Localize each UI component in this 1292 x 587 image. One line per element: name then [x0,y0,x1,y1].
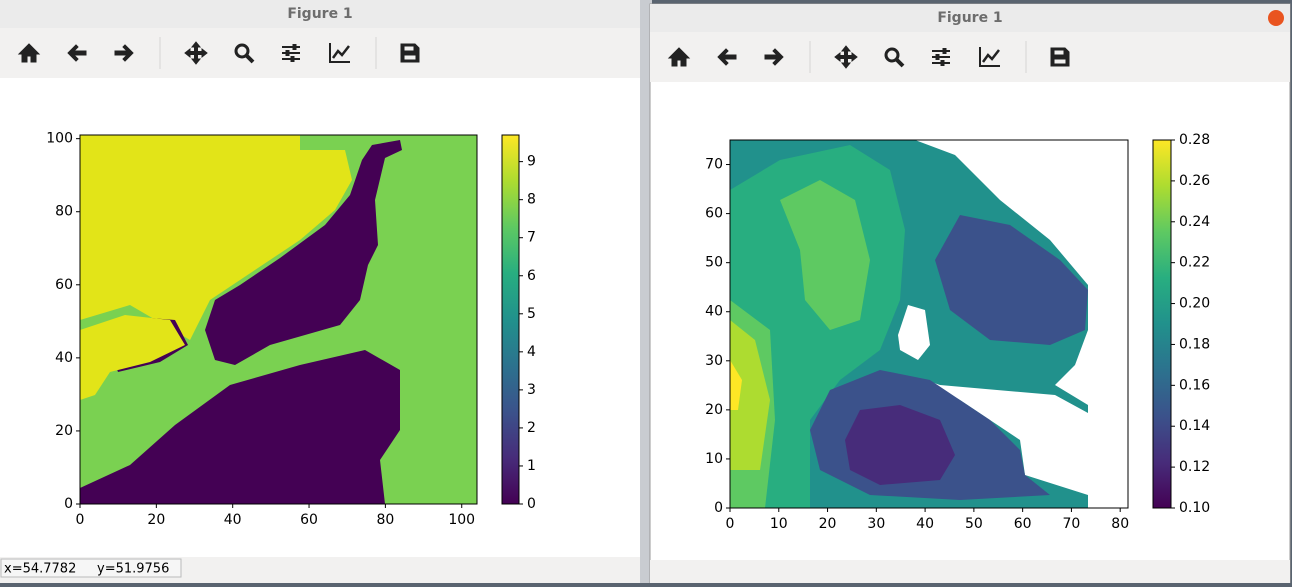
x-tick-label: 80 [376,512,394,528]
figure-window: Figure 1 0 10 20 30 40 50 60 70 80 0 10 20 30 40 50 60 7… [649,3,1291,584]
x-tick-label: 60 [300,512,318,528]
x-tick-label: 40 [916,516,934,532]
y-tick-label: 60 [55,277,73,293]
desktop-background [640,0,652,583]
colorbar-tick-label: 0.14 [1179,418,1210,434]
x-tick-label: 100 [448,512,475,528]
colorbar-tick-label: 0 [527,496,536,512]
y-tick-label: 30 [705,353,723,369]
x-tick-label: 20 [147,512,165,528]
colorbar-tick-label: 5 [527,306,536,322]
colorbar [501,134,520,505]
x-tick-label: 50 [965,516,983,532]
figure-window: Figure 1 x=54.7782 y=51.9756 0 20 40 60 80 10… [0,0,640,583]
y-tick-label: 40 [55,350,73,366]
x-tick-label: 80 [1111,516,1129,532]
colorbar-tick-label: 6 [527,268,536,284]
toolbar-button[interactable] [931,47,951,67]
window-title: Figure 1 [937,10,1002,26]
title-bar [650,4,1290,32]
colorbar-tick-label: 0.24 [1179,214,1210,230]
colorbar-tick-label: 1 [527,458,536,474]
status-bar [650,560,1290,583]
x-tick-label: 0 [76,512,85,528]
y-tick-label: 70 [705,157,723,173]
y-tick-label: 20 [705,402,723,418]
colorbar-tick-label: 0.22 [1179,255,1210,271]
colorbar-tick-label: 9 [527,154,536,170]
y-tick-label: 50 [705,255,723,271]
colorbar-tick-label: 2 [527,420,536,436]
colorbar-tick-label: 4 [527,344,536,360]
status-text: x=54.7782 y=51.9756 [4,562,169,577]
title-bar [0,0,640,28]
axes-frame [729,139,1129,509]
y-tick-label: 80 [55,204,73,220]
y-tick-label: 60 [705,206,723,222]
x-tick-label: 70 [1063,516,1081,532]
y-tick-label: 20 [55,423,73,439]
status-box [0,558,182,578]
x-tick-label: 60 [1014,516,1032,532]
colorbar [1152,139,1172,509]
x-tick-label: 30 [867,516,885,532]
colorbar-tick-label: 0.28 [1179,132,1210,148]
colorbar-tick-label: 0.16 [1179,377,1210,393]
x-tick-label: 0 [726,516,735,532]
colorbar-tick-label: 7 [527,230,536,246]
y-tick-label: 0 [64,496,73,512]
colorbar-tick-label: 0.18 [1179,336,1210,352]
colorbar-tick-label: 8 [527,192,536,208]
y-tick-label: 10 [705,451,723,467]
colorbar-tick-label: 0.10 [1179,500,1210,516]
close-button[interactable] [1268,10,1284,26]
colorbar-tick-label: 0.20 [1179,296,1210,312]
toolbar [650,32,1290,82]
heatmap [80,135,477,504]
x-tick-label: 20 [819,516,837,532]
window-title: Figure 1 [287,6,352,22]
colorbar-tick-label: 0.26 [1179,173,1210,189]
y-tick-label: 100 [46,131,73,147]
y-tick-label: 0 [714,500,723,516]
contour-plot [730,140,1088,508]
y-tick-label: 40 [705,304,723,320]
toolbar-button[interactable] [281,43,301,63]
x-tick-label: 10 [770,516,788,532]
colorbar-tick-label: 0.12 [1179,459,1210,475]
axes-frame [79,134,478,505]
toolbar [0,28,640,78]
x-tick-label: 40 [224,512,242,528]
colorbar-tick-label: 3 [527,382,536,398]
